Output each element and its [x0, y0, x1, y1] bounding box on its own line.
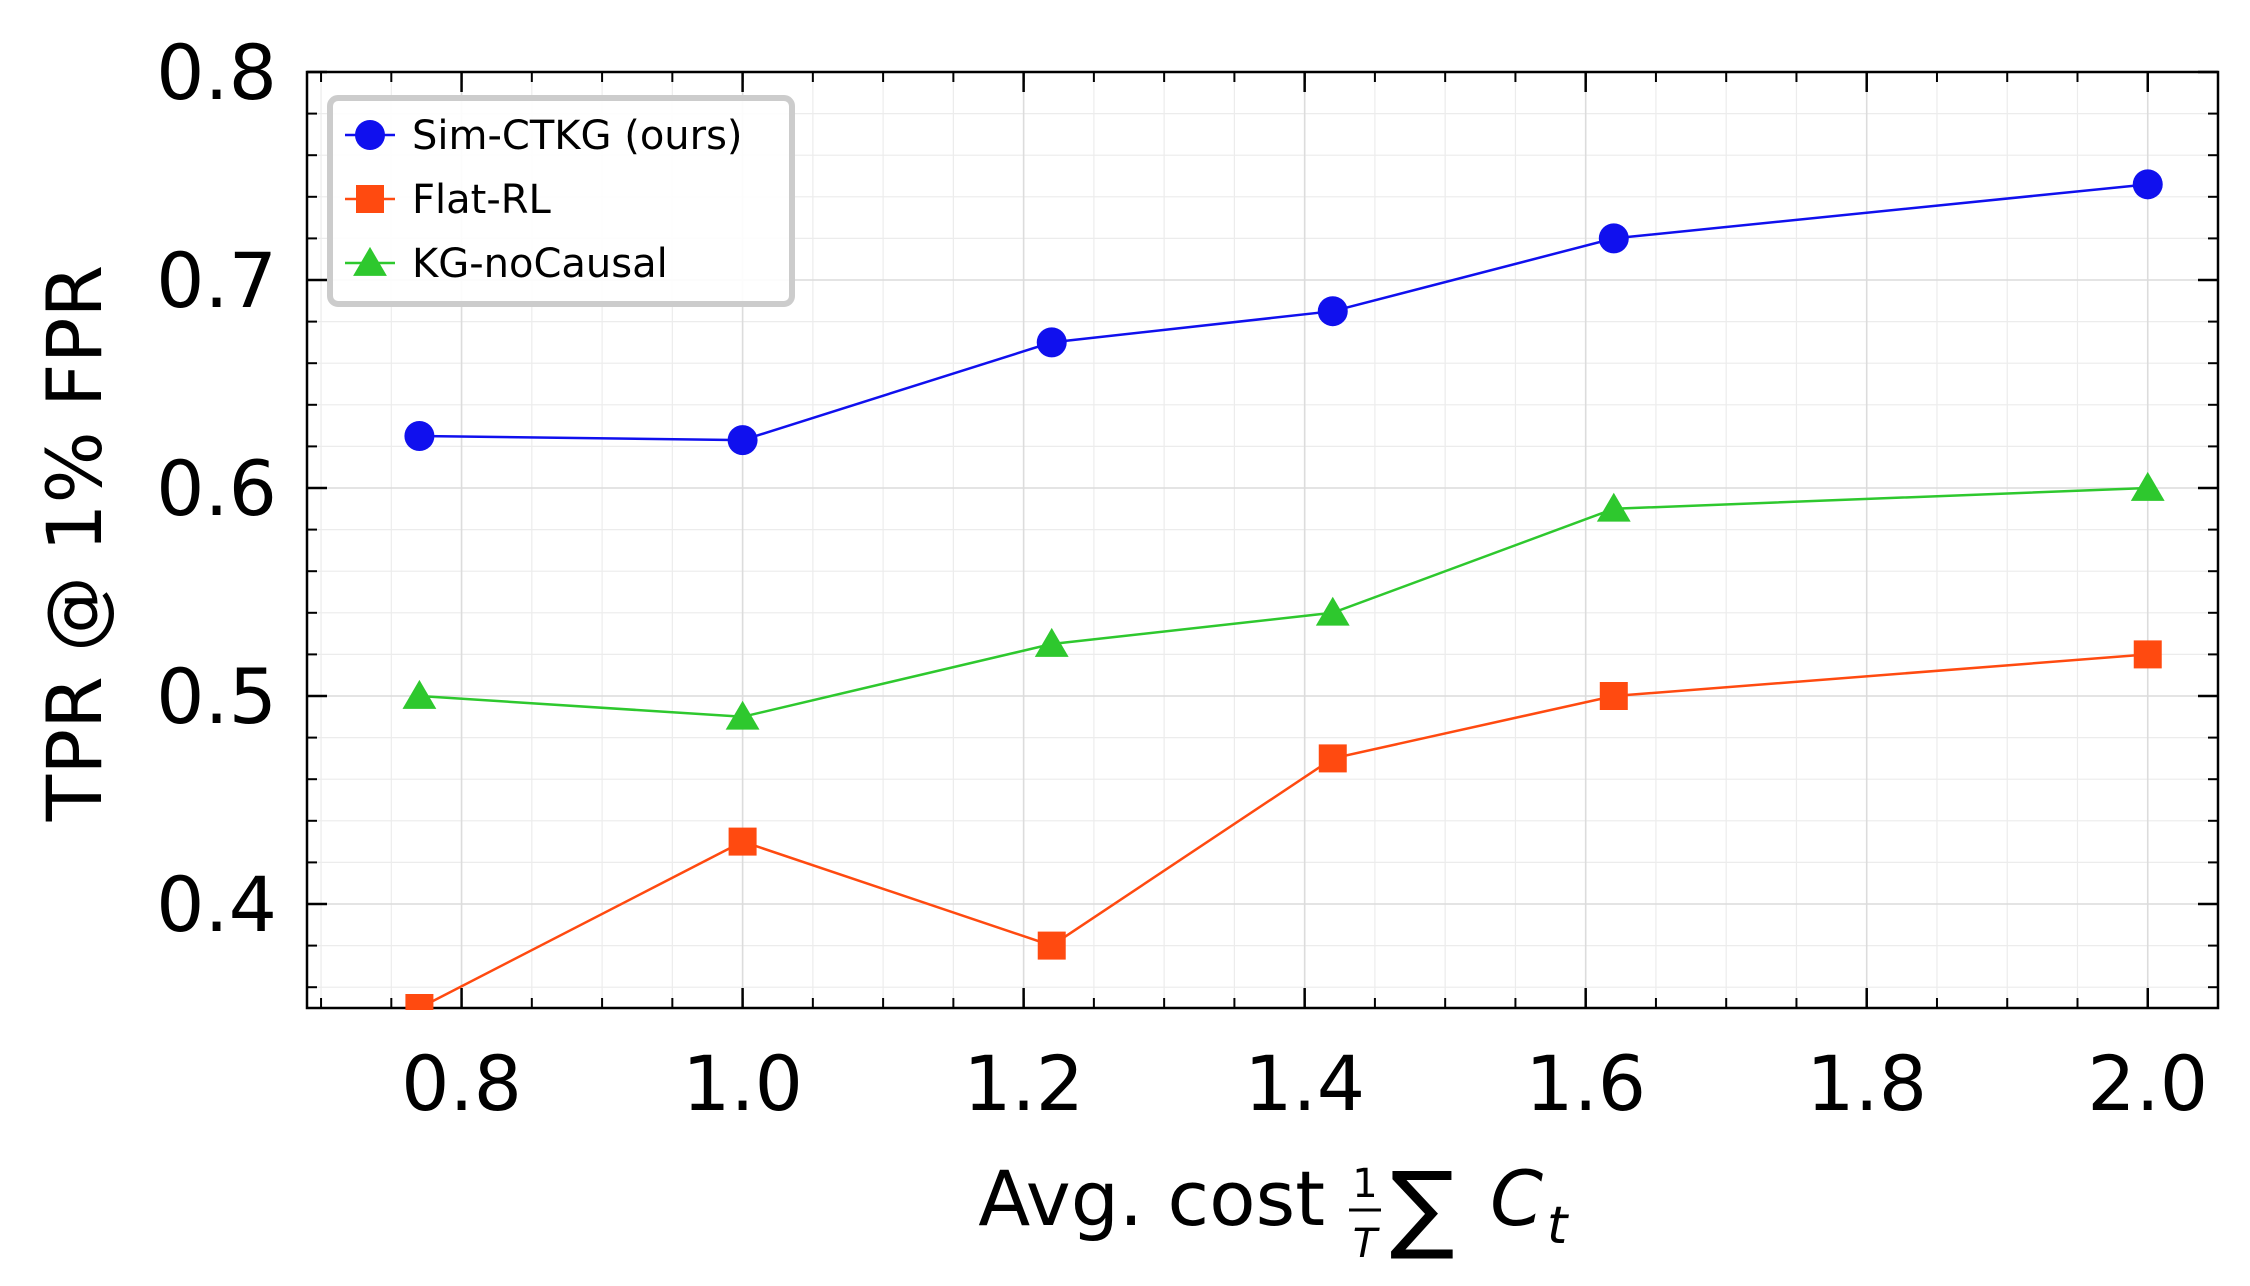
y-tick-label: 0.8 — [156, 28, 277, 117]
data-point — [727, 425, 758, 456]
data-point — [402, 679, 437, 709]
x-tick-labels: 0.8 1.0 1.2 1.4 1.6 1.8 2.0 — [401, 1039, 2208, 1128]
data-point — [1034, 627, 1069, 657]
y-tick-labels: 0.4 0.5 0.6 0.7 0.8 — [156, 28, 277, 949]
legend-marker — [353, 246, 387, 276]
data-point — [728, 827, 757, 856]
axis-ticks — [307, 70, 2218, 1008]
x-axis-label-frac-den: T — [1353, 1221, 1381, 1267]
legend-label: Sim-CTKG (ours) — [412, 113, 743, 159]
x-tick-label: 1.4 — [1244, 1039, 1365, 1128]
series-line — [419, 486, 2148, 719]
x-tick-label: 2.0 — [2087, 1039, 2208, 1128]
series-line — [418, 653, 2148, 1010]
x-tick-label: 1.8 — [1806, 1039, 1927, 1128]
data-point — [1317, 296, 1348, 327]
x-axis-label-sub: t — [1547, 1196, 1569, 1256]
x-axis-label-text: Avg. cost — [978, 1154, 1325, 1243]
legend-label: Flat-RL — [412, 177, 552, 223]
data-point — [1318, 744, 1347, 773]
series-line — [419, 183, 2148, 442]
y-tick-label: 0.5 — [156, 652, 277, 741]
legend-label: KG-noCausal — [412, 241, 668, 287]
data-point — [1036, 327, 1067, 358]
data-point — [1598, 223, 1629, 254]
legend-box — [327, 95, 795, 307]
x-axis-label-frac-num: 1 — [1352, 1161, 1377, 1207]
data-point — [1037, 931, 1066, 960]
series-group — [402, 169, 2165, 1010]
y-tick-label: 0.7 — [156, 236, 277, 325]
data-point — [1315, 596, 1350, 626]
legend: Sim-CTKG (ours) Flat-RL KG-noCausal — [327, 95, 795, 307]
data-point — [2133, 640, 2162, 669]
data-point — [2132, 169, 2163, 200]
series-kg-nocausal — [402, 471, 2165, 730]
legend-entry: Sim-CTKG (ours) — [345, 113, 743, 159]
legend-marker — [356, 185, 384, 213]
series-flat-rl — [405, 640, 2162, 1010]
y-tick-label: 0.6 — [156, 444, 277, 533]
y-tick-label: 0.4 — [156, 860, 277, 949]
y-axis-label: TPR @ 1% FPR — [30, 265, 119, 822]
data-point — [405, 994, 434, 1010]
series-sim-ctkg-ours- — [404, 169, 2163, 456]
x-tick-label: 0.8 — [401, 1039, 522, 1128]
data-point — [1596, 492, 1631, 522]
legend-entry: KG-noCausal — [345, 241, 668, 287]
data-point — [2130, 471, 2165, 501]
legend-entry: Flat-RL — [345, 177, 552, 223]
data-point — [404, 421, 435, 451]
x-tick-label: 1.2 — [963, 1039, 1084, 1128]
legend-marker — [355, 120, 385, 150]
x-axis-label: Avg. cost 1 T ∑ C t — [978, 1151, 1569, 1267]
data-point — [725, 700, 760, 730]
x-tick-label: 1.0 — [682, 1039, 803, 1128]
plot-area — [305, 70, 2220, 1010]
x-axis-label-var: C — [1490, 1154, 1543, 1243]
data-point — [1599, 682, 1628, 710]
x-tick-label: 1.6 — [1525, 1039, 1646, 1128]
x-axis-label-sum: ∑ — [1390, 1151, 1455, 1263]
